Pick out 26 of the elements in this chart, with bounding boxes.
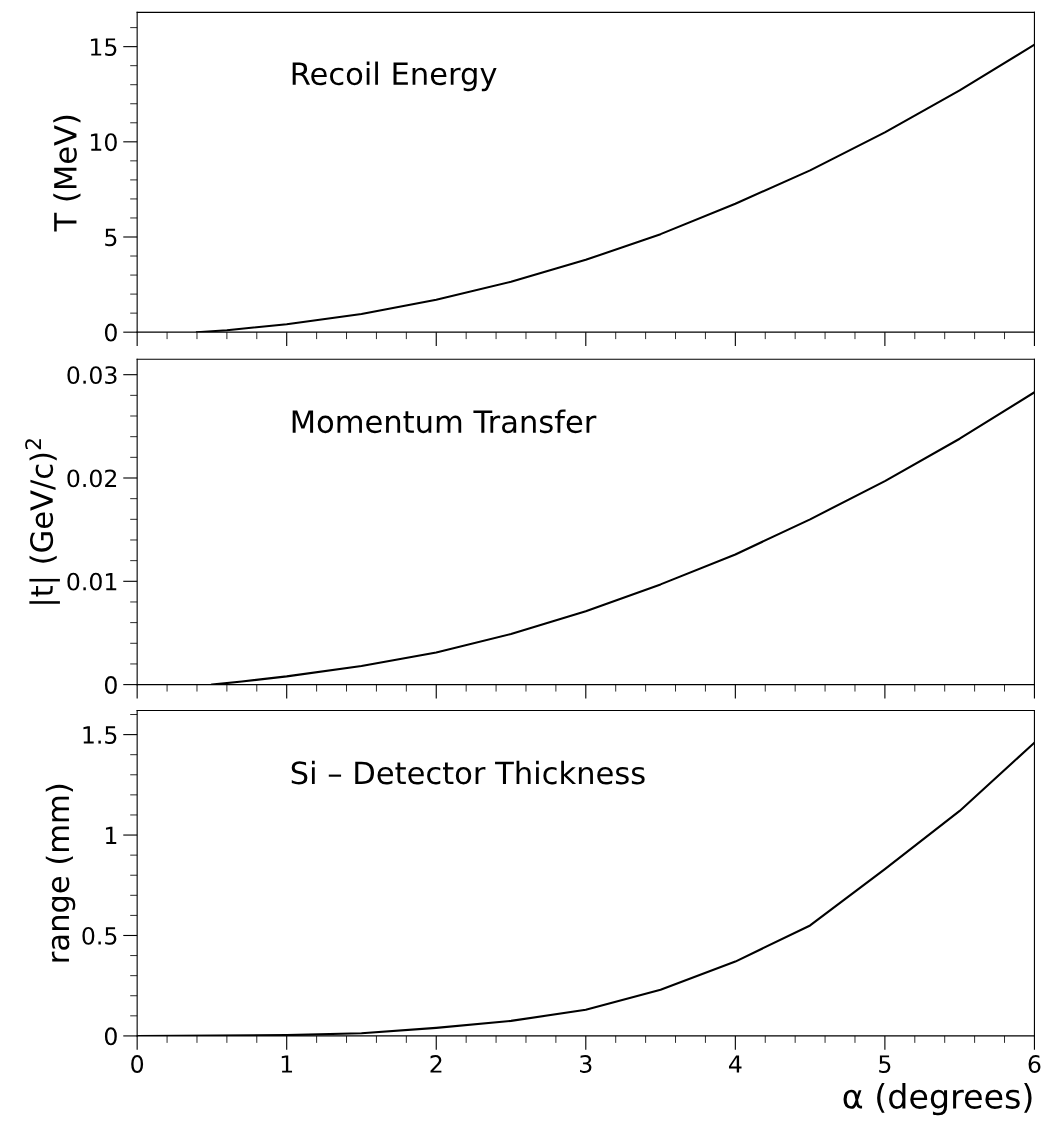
x-tick-label: 4 [728, 1055, 742, 1073]
x-tick-label: 3 [580, 1055, 592, 1073]
y-axis-title: |t| (GeV/c)$^{2}$ [25, 439, 60, 604]
annotation: Momentum Transfer [292, 409, 597, 434]
x-tick-label: 1 [281, 1055, 293, 1073]
y-axis-title: range (mm) [45, 784, 76, 962]
y-tick-label: 5 [105, 228, 117, 247]
y-tick-label: 0 [104, 1027, 117, 1046]
x-tick-label: 6 [1028, 1055, 1041, 1073]
x-tick-label: 0 [131, 1055, 144, 1073]
y-tick-label: 0.5 [82, 926, 117, 945]
y-axis-title: T (MeV) [53, 115, 81, 232]
y-tick-label: 15 [90, 38, 117, 56]
annotation: Recoil Energy [292, 61, 497, 92]
y-tick-label: 0.02 [67, 469, 117, 488]
x-tick-label: 5 [879, 1055, 891, 1073]
y-tick-label: 0.01 [67, 572, 117, 591]
y-tick-label: 1 [105, 826, 117, 845]
y-tick-label: 1.5 [83, 726, 117, 744]
y-tick-label: 10 [90, 133, 117, 152]
x-axis-title: α (degrees) [843, 1083, 1032, 1116]
annotation: Si – Detector Thickness [291, 760, 645, 785]
x-tick-label: 2 [430, 1055, 442, 1073]
y-tick-label: 0.03 [67, 366, 117, 384]
y-tick-label: 0 [104, 323, 117, 342]
y-tick-label: 0 [104, 676, 117, 694]
